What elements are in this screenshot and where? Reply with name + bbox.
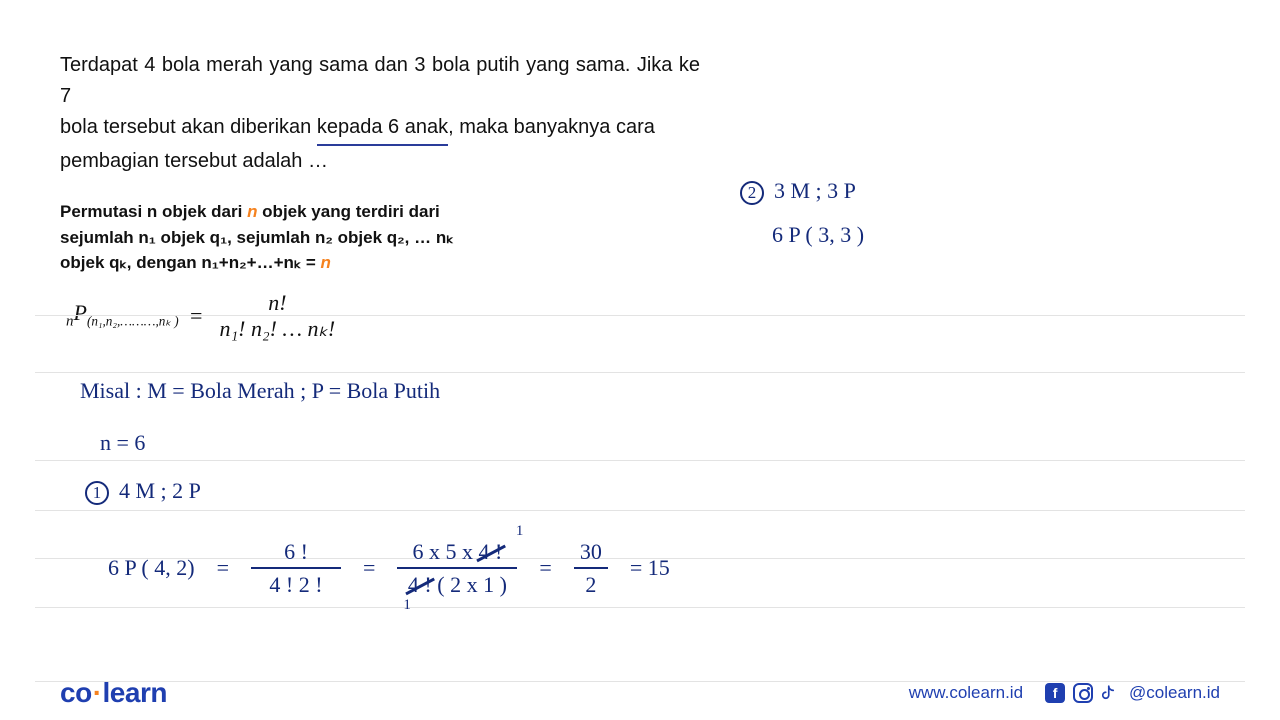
permutation-formula: nP(n₁,n₂,………,nₖ ) = n! n₁! n₂! … nₖ! — [66, 290, 1220, 342]
tiktok-icon — [1101, 683, 1121, 703]
hand-case2-label: 23 M ; 3 P — [740, 178, 856, 205]
footer-url: www.colearn.id — [909, 683, 1023, 703]
footer: co·learn www.colearn.id f @colearn.id — [0, 666, 1280, 720]
footer-right: www.colearn.id f @colearn.id — [909, 683, 1220, 703]
circled-2: 2 — [740, 181, 764, 205]
hand-n6: n = 6 — [100, 430, 145, 456]
frac-30-2: 30 2 — [574, 540, 608, 596]
hand-case1-calc: 6 P ( 4, 2) = 6 ! 4 ! 2 ! = 6 x 5 x 4 ! … — [108, 540, 670, 596]
facebook-icon: f — [1045, 683, 1065, 703]
question-line3: pembagian tersebut adalah … — [60, 150, 328, 172]
permutation-definition: Permutasi n objek dari n objek yang terd… — [60, 199, 540, 276]
frac-expand: 6 x 5 x 4 ! 1 4 ! ( 2 x 1 ) 1 — [397, 540, 517, 596]
circled-1: 1 — [85, 481, 109, 505]
frac-6f-4f2f: 6 ! 4 ! 2 ! — [251, 540, 341, 596]
hand-misal: Misal : M = Bola Merah ; P = Bola Putih — [80, 378, 440, 404]
question-line1: Terdapat 4 bola merah yang sama dan 3 bo… — [60, 54, 700, 107]
brand-logo: co·learn — [60, 677, 167, 709]
hand-case2-expr: 6 P ( 3, 3 ) — [772, 222, 864, 248]
instagram-icon — [1073, 683, 1093, 703]
question-text: Terdapat 4 bola merah yang sama dan 3 bo… — [60, 50, 700, 177]
question-line2-post: , maka banyaknya cara — [448, 116, 655, 138]
worksheet-page: Terdapat 4 bola merah yang sama dan 3 bo… — [0, 0, 1280, 720]
footer-handle: @colearn.id — [1129, 683, 1220, 703]
question-line2-pre: bola tersebut akan diberikan — [60, 116, 317, 138]
social-icons: f @colearn.id — [1045, 683, 1220, 703]
underlined-phrase: kepada 6 anak — [317, 112, 448, 146]
hand-case1-label: 14 M ; 2 P — [85, 478, 201, 505]
